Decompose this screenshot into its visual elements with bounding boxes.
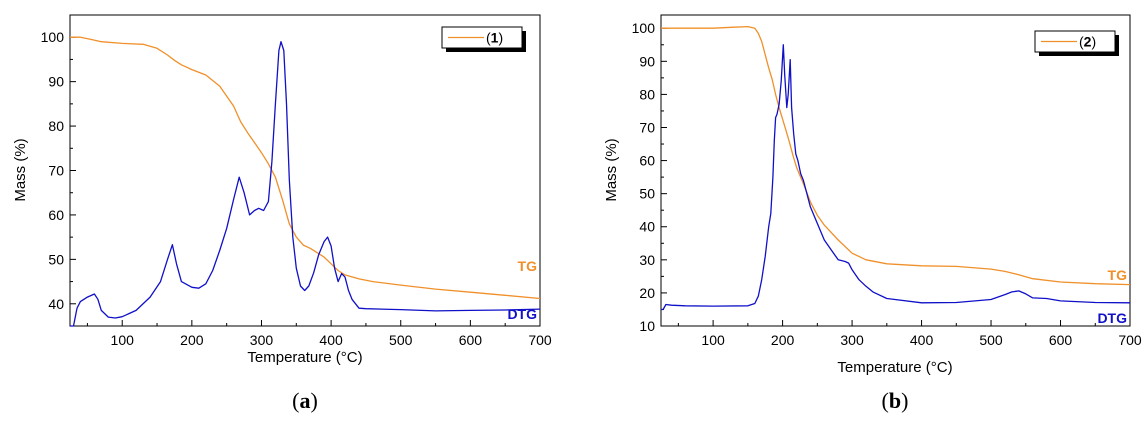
x-tick-label-b: 300: [840, 332, 864, 348]
legend-a: (1): [441, 26, 526, 52]
y-tick-label-a: 50: [48, 251, 64, 267]
y-tick-label-b: 60: [639, 153, 655, 169]
y-tick-label-a: 40: [48, 296, 64, 312]
dtg-series-label-a: DTG: [507, 306, 537, 322]
y-axis-title-b: Mass (%): [603, 138, 620, 201]
y-tick-label-a: 60: [48, 207, 64, 223]
dtg-series-label-b: DTG: [1097, 310, 1127, 326]
y-tick-label-a: 90: [48, 74, 64, 90]
y-tick-label-b: 50: [639, 186, 655, 202]
x-ticks-a: 100 200 300 400 500 600 700: [86, 320, 552, 348]
plot-frame-a: [69, 14, 541, 327]
x-tick-label-a: 600: [459, 332, 483, 348]
legend-label-b: (2): [1079, 34, 1096, 50]
x-axis-title-b: Temperature (°C): [837, 359, 952, 376]
x-tick-label-a: 700: [528, 332, 552, 348]
series-b: [661, 25, 1131, 311]
plot-frame-b: [660, 14, 1131, 327]
y-tick-label-b: 20: [639, 285, 655, 301]
y-tick-label-b: 40: [639, 219, 655, 235]
y-tick-label-b: 30: [639, 252, 655, 268]
y-tick-label-b: 70: [639, 119, 655, 135]
y-tick-label-b: 100: [632, 20, 656, 36]
y-axis-title-a: Mass (%): [12, 138, 29, 201]
y-tick-label-a: 70: [48, 163, 64, 179]
y-ticks-a: 40 50 60 70 80 90 100: [41, 14, 76, 327]
series-a: [70, 36, 541, 327]
x-tick-label-b: 200: [771, 332, 795, 348]
y-tick-label-b: 90: [639, 53, 655, 69]
dtg-curve-a: [70, 41, 541, 327]
x-tick-label-b: 500: [979, 332, 1003, 348]
panel-b-chart: 10 20 30 40 50 60 70 80 90 100 100 200 300 400 500 600…: [603, 14, 1142, 413]
y-tick-label-b: 10: [639, 318, 655, 334]
x-tick-label-a: 500: [389, 332, 413, 348]
x-tick-label-b: 100: [701, 332, 725, 348]
tg-series-label-b: TG: [1108, 267, 1128, 283]
y-ticks-b: 10 20 30 40 50 60 70 80 90 100: [632, 20, 667, 334]
legend-label-a: (1): [486, 30, 503, 46]
panel-label-b: (b): [882, 388, 909, 413]
x-axis-title-a: Temperature (°C): [247, 349, 362, 366]
tg-curve-a: [70, 36, 541, 300]
panel-label-a: (a): [292, 388, 318, 413]
panel-a-chart: 40 50 60 70 80 90 100 100 200 300 400 500 600 700 (1…: [12, 14, 552, 413]
dtg-curve-b: [661, 44, 1131, 311]
tg-curve-b: [661, 25, 1131, 286]
x-tick-label-a: 100: [111, 332, 135, 348]
tg-series-label-a: TG: [518, 258, 538, 274]
legend-b: (2): [1034, 30, 1119, 56]
y-tick-label-a: 100: [41, 29, 65, 45]
x-tick-label-b: 400: [910, 332, 934, 348]
x-tick-label-a: 400: [319, 332, 343, 348]
x-tick-label-b: 700: [1118, 332, 1142, 348]
y-tick-label-b: 80: [639, 86, 655, 102]
x-tick-label-a: 200: [180, 332, 204, 348]
x-ticks-b: 100 200 300 400 500 600 700: [677, 320, 1142, 348]
x-tick-label-a: 300: [250, 332, 274, 348]
y-tick-label-a: 80: [48, 118, 64, 134]
x-tick-label-b: 600: [1049, 332, 1073, 348]
